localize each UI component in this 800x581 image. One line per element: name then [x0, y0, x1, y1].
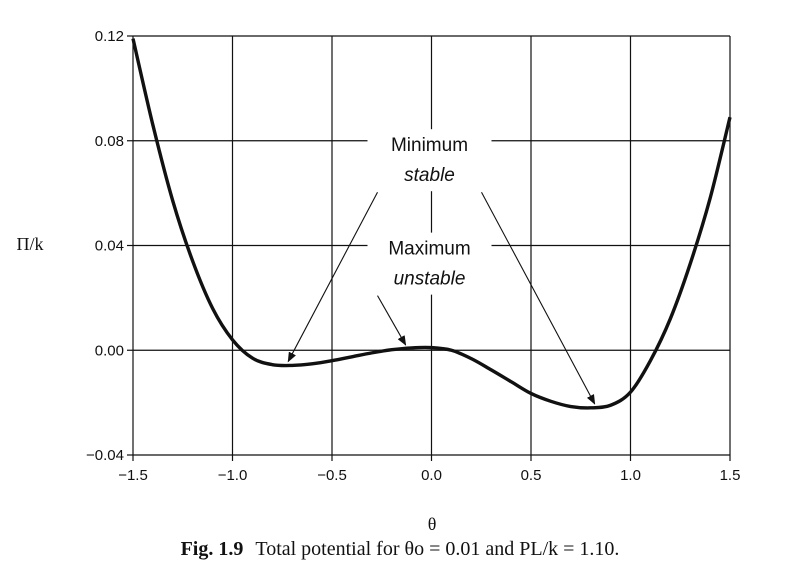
- x-tick-label: −1.0: [218, 467, 248, 484]
- annotation-arrow: [481, 191, 596, 405]
- x-tick-label: 0.5: [521, 467, 542, 484]
- tick-labels: −1.5 −1.0 −0.5 0.0 0.5 1.0 1.5 −0.04 0.00 0.04 0.0…: [86, 28, 740, 484]
- y-tick-label: 0.08: [95, 133, 124, 150]
- x-tick-label: 1.0: [620, 467, 641, 484]
- figure-label: Fig. 1.9: [180, 538, 244, 560]
- annotation-background: [367, 232, 492, 295]
- x-tick-label: 0.0: [421, 467, 442, 484]
- annotation-text: Maximum: [388, 239, 470, 260]
- y-tick-label: −0.04: [86, 447, 124, 464]
- figure-caption: Fig. 1.9 Total potential for θo = 0.01 an…: [0, 538, 800, 561]
- annotation-arrow: [377, 295, 407, 346]
- annotations: Minimum stable Maximum unstable: [287, 129, 596, 405]
- annotation-text: stable: [404, 165, 455, 186]
- y-axis-label: Π/k: [17, 234, 44, 254]
- curve-layer: [131, 38, 732, 410]
- annotation-arrow: [287, 191, 378, 363]
- x-tick-label: −0.5: [317, 467, 347, 484]
- y-tick-label: 0.00: [95, 342, 124, 359]
- grid: [127, 35, 731, 461]
- y-tick-label: 0.04: [95, 238, 124, 255]
- x-tick-label: 1.5: [720, 467, 741, 484]
- annotation-text: unstable: [394, 269, 466, 290]
- caption-text: Total potential for θo = 0.01 and PL/k =…: [255, 538, 620, 560]
- x-axis-label: θ: [428, 514, 437, 530]
- annotation-background: [367, 129, 492, 192]
- potential-curve: [131, 38, 732, 410]
- potential-chart: −1.5 −1.0 −0.5 0.0 0.5 1.0 1.5 −0.04 0.00 0.04 0.0…: [17, 28, 741, 530]
- x-tick-label: −1.5: [118, 467, 148, 484]
- annotation-text: Minimum: [391, 135, 468, 156]
- y-tick-label: 0.12: [95, 28, 124, 45]
